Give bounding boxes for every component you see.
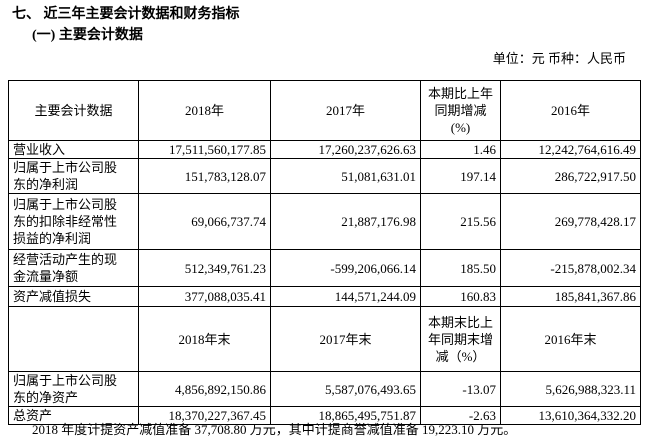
cell-line: 本期比上年 — [427, 86, 493, 101]
cell-line: 营业收入 — [13, 142, 66, 157]
cell-line: 经营活动产生的现 — [13, 252, 118, 267]
header-row: 2018年末 2017年末 本期末比上 年同期末增 减（%） 2016年末 — [8, 306, 641, 372]
header-cell: 主要会计数据 — [8, 80, 139, 141]
value-cell: 21,887,176.98 — [270, 193, 421, 250]
header-cell: 2017年 — [270, 80, 421, 141]
row-label: 总资产 — [8, 406, 139, 425]
value-cell: 151,783,128.07 — [138, 158, 271, 194]
cell-line: 资产减值损失 — [13, 289, 92, 304]
header-cell: 本期末比上 年同期末增 减（%） — [420, 306, 501, 372]
row-label: 资产减值损失 — [8, 286, 139, 307]
cell-line: 同期增减 — [434, 103, 487, 118]
value-cell: -599,206,066.14 — [270, 249, 421, 287]
cell-line: 归属于上市公司股 — [13, 197, 118, 212]
row-label: 经营活动产生的现 金流量净额 — [8, 249, 139, 287]
value-cell: 269,778,428.17 — [500, 193, 641, 250]
cell-line: 归属于上市公司股 — [13, 160, 118, 175]
value-cell: 17,511,560,177.85 — [138, 140, 271, 159]
cell-line: 东的扣除非经常性 — [13, 214, 118, 229]
header-cell: 2018年 — [138, 80, 271, 141]
value-cell: 5,626,988,323.11 — [500, 371, 641, 407]
cell-line: 2016年 — [550, 103, 590, 118]
data-table: 主要会计数据 2018年 2017年 本期比上年同期增减 (%) 2016年营业收入 17,… — [8, 80, 641, 425]
header-cell: 2018年末 — [138, 306, 271, 372]
value-cell: -215,878,002.34 — [500, 249, 641, 287]
unit-note: 单位：元 币种：人民币 — [492, 51, 626, 66]
section-heading: 七、 近三年主要会计数据和财务指标 — [12, 7, 240, 22]
cell-line: 金流量净额 — [13, 269, 79, 284]
value-cell: 377,088,035.41 — [138, 286, 271, 307]
footnote: 2018 年度计提资产减值准备 37,708.80 万元，其中计提商誉减值准备 … — [32, 422, 517, 437]
subsection-heading: (一) 主要会计数据 — [32, 28, 143, 43]
table-row: 归属于上市公司股 东的扣除非经常性 损益的净利润 69,066,737.74 21,88… — [8, 193, 641, 250]
table-row: 总资产 18,370,227,367.45 18,865,495,751.87 -2.… — [8, 406, 641, 425]
value-cell: 12,242,764,616.49 — [500, 140, 641, 159]
cell-line: 年同期末增 — [427, 331, 493, 347]
cell-line: 主要会计数据 — [34, 103, 113, 118]
row-label: 归属于上市公司股 东的扣除非经常性 损益的净利润 — [8, 193, 139, 250]
header-cell: 2017年末 — [270, 306, 421, 372]
value-cell: 5,587,076,493.65 — [270, 371, 421, 407]
cell-line: 东的净利润 — [13, 177, 79, 192]
table-row: 归属于上市公司股 东的净资产 4,856,892,150.86 5,587,076,4… — [8, 371, 641, 407]
value-cell: 144,571,244.09 — [270, 286, 421, 307]
value-cell: 215.56 — [420, 193, 501, 250]
table-row: 资产减值损失 377,088,035.41 144,571,244.09 160.83… — [8, 286, 641, 307]
value-cell: 17,260,237,626.63 — [270, 140, 421, 159]
cell-line: 减（%） — [435, 348, 486, 364]
cell-line: 2018年 — [184, 103, 224, 118]
row-label: 归属于上市公司股 东的净资产 — [8, 371, 139, 407]
header-cell: 2016年 — [500, 80, 641, 141]
value-cell: -13.07 — [420, 371, 501, 407]
cell-line: 东的净资产 — [13, 390, 79, 405]
cell-line: 2018年末 — [178, 331, 231, 347]
cell-line: 总资产 — [13, 408, 53, 423]
value-cell: 4,856,892,150.86 — [138, 371, 271, 407]
header-cell: 2016年末 — [500, 306, 641, 372]
value-cell: 18,865,495,751.87 — [270, 406, 421, 425]
row-label: 营业收入 — [8, 140, 139, 159]
value-cell: 197.14 — [420, 158, 501, 194]
value-cell: 1.46 — [420, 140, 501, 159]
value-cell: 512,349,761.23 — [138, 249, 271, 287]
value-cell: 51,081,631.01 — [270, 158, 421, 194]
cell-line: 损益的净利润 — [13, 231, 92, 246]
header-cell — [8, 306, 139, 372]
value-cell: 286,722,917.50 — [500, 158, 641, 194]
value-cell: 160.83 — [420, 286, 501, 307]
cell-line: 2016年末 — [544, 331, 597, 347]
cell-line: 本期末比上 — [427, 314, 493, 330]
row-label: 归属于上市公司股 东的净利润 — [8, 158, 139, 194]
table-row: 营业收入 17,511,560,177.85 17,260,237,626.63 1.… — [8, 140, 641, 159]
value-cell: 69,066,737.74 — [138, 193, 271, 250]
value-cell: 185,841,367.86 — [500, 286, 641, 307]
value-cell: 13,610,364,332.20 — [500, 406, 641, 425]
cell-line: 2017年末 — [319, 331, 372, 347]
table-row: 归属于上市公司股 东的净利润 151,783,128.07 51,081,631.01… — [8, 158, 641, 194]
cell-line: (%) — [450, 120, 471, 135]
value-cell: 185.50 — [420, 249, 501, 287]
table-row: 经营活动产生的现 金流量净额 512,349,761.23 -599,206,066.… — [8, 249, 641, 287]
header-row: 主要会计数据 2018年 2017年 本期比上年同期增减 (%) 2016年 — [8, 80, 641, 141]
value-cell: -2.63 — [420, 406, 501, 425]
cell-line: 2017年 — [325, 103, 365, 118]
cell-line: 归属于上市公司股 — [13, 373, 118, 388]
header-cell: 本期比上年同期增减 (%) — [420, 80, 501, 141]
